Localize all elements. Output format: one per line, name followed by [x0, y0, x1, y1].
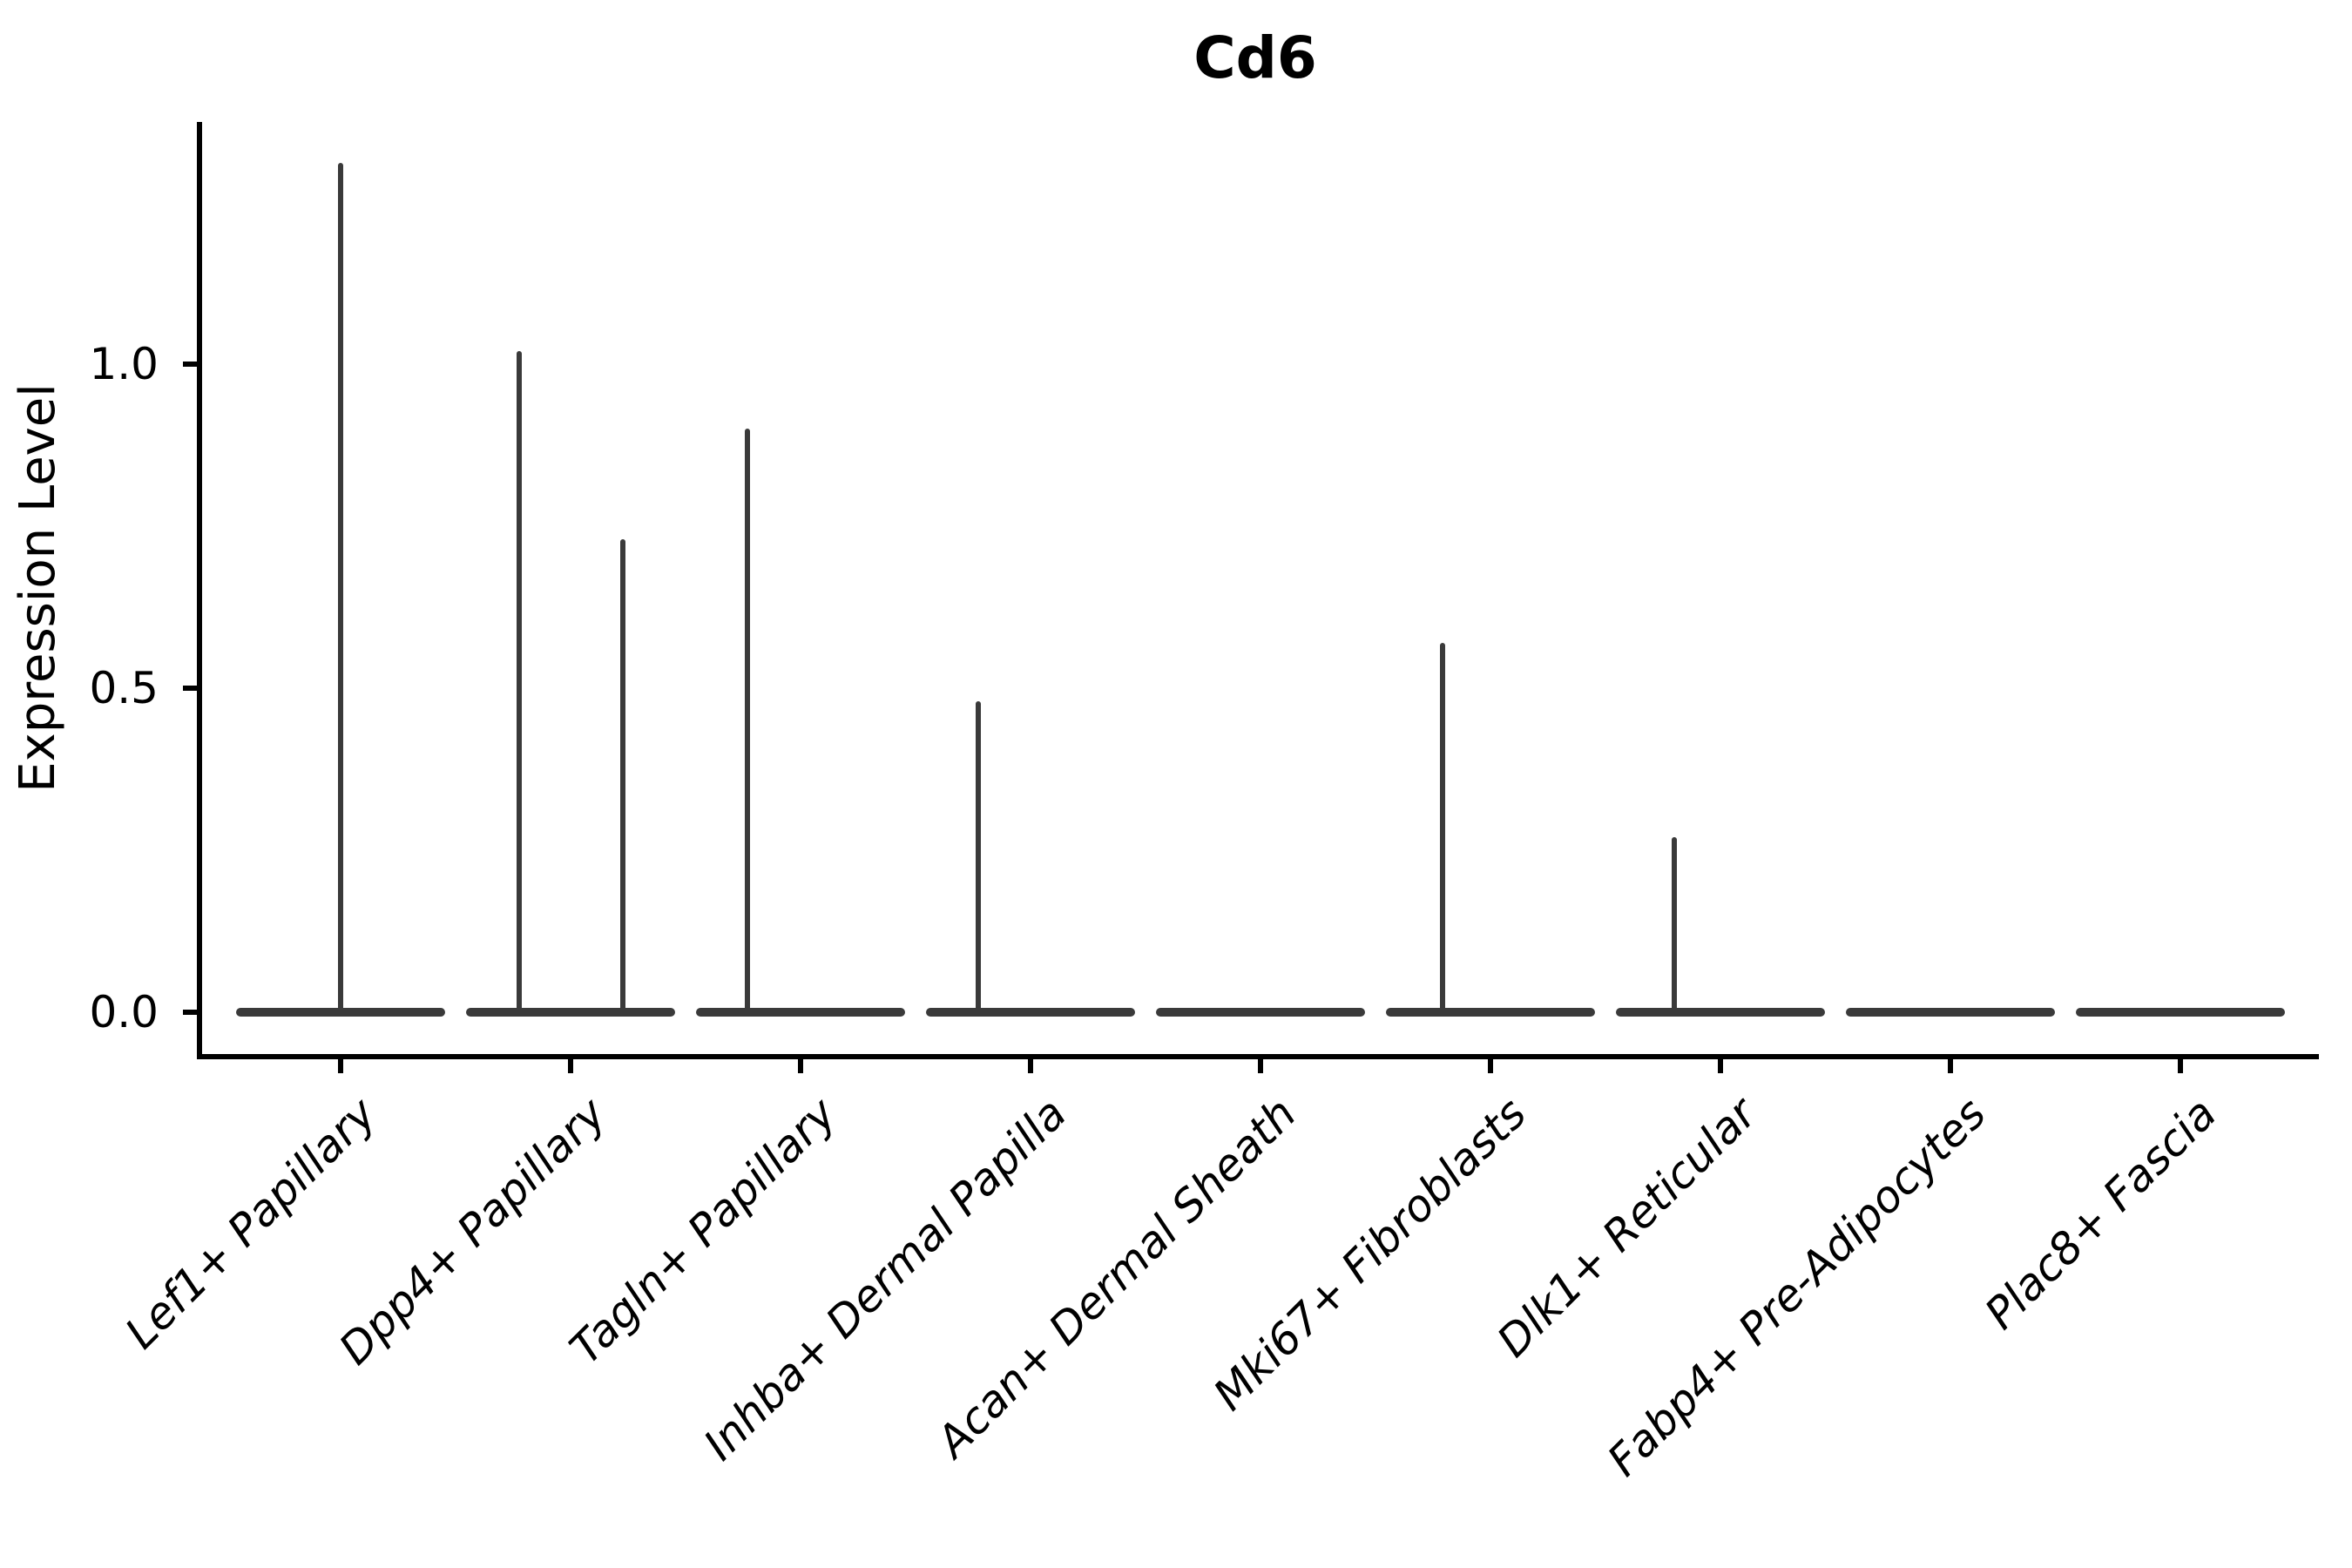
violin-body [236, 1008, 445, 1017]
violin-body [926, 1008, 1135, 1017]
violin-spike [338, 163, 343, 1012]
x-tick-mark [338, 1059, 343, 1073]
x-tick-mark [1948, 1059, 1953, 1073]
y-tick-label: 0.0 [89, 987, 159, 1037]
violin-body [1386, 1008, 1595, 1017]
y-tick-label: 1.0 [89, 339, 159, 389]
y-tick-mark [183, 1010, 197, 1015]
x-tick-mark [568, 1059, 573, 1073]
violin-body [466, 1008, 675, 1017]
x-tick-label: Lef1+ Papillary [115, 1088, 387, 1359]
x-tick-mark [798, 1059, 803, 1073]
x-tick-mark [1488, 1059, 1493, 1073]
x-tick-label: Fabp4+ Pre-Adipocytes [1598, 1088, 1997, 1486]
y-tick-mark [183, 686, 197, 691]
violin-spike [1672, 837, 1677, 1012]
y-axis-label: Expression Level [10, 383, 66, 793]
violin-spike [745, 429, 750, 1012]
violin-body [2076, 1008, 2285, 1017]
x-tick-mark [1258, 1059, 1263, 1073]
violin-body [1156, 1008, 1365, 1017]
violin-spike [1440, 642, 1445, 1012]
violin-spike [976, 700, 981, 1012]
violin-spike [620, 538, 625, 1012]
y-tick-mark [183, 362, 197, 367]
violin-body [1846, 1008, 2055, 1017]
x-tick-label: Plac8+ Fascia [1975, 1088, 2227, 1340]
x-tick-mark [1028, 1059, 1033, 1073]
y-tick-label: 0.5 [89, 663, 159, 713]
chart-title: Cd6 [1193, 24, 1317, 91]
x-tick-mark [2178, 1059, 2183, 1073]
x-tick-mark [1718, 1059, 1723, 1073]
violin-body [696, 1008, 905, 1017]
violin-spike [517, 351, 522, 1012]
x-tick-label: Dlk1+ Reticular [1487, 1088, 1767, 1367]
violin-body [1616, 1008, 1825, 1017]
plot-area: 0.0 0.5 1.0 Lef1+ Papillary Dpp4+ Papillary T… [89, 122, 2319, 1486]
